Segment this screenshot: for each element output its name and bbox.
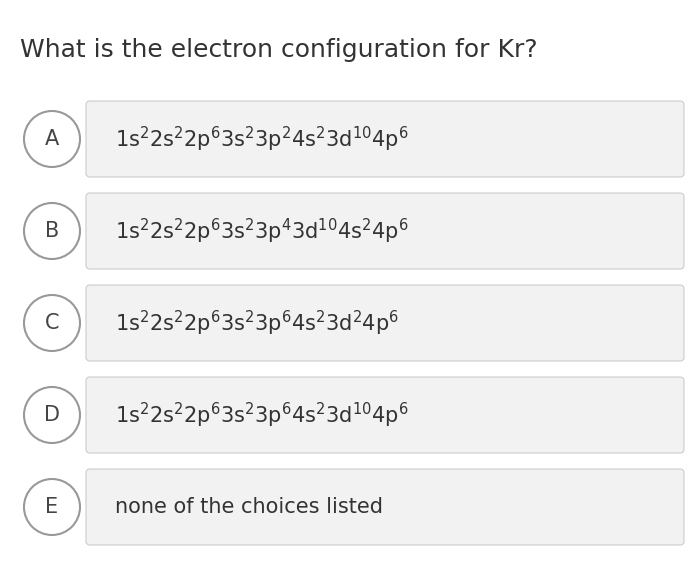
Text: E: E bbox=[46, 497, 59, 517]
Text: What is the electron configuration for Kr?: What is the electron configuration for K… bbox=[20, 38, 538, 62]
Text: $\mathrm{1s}^{2}\mathrm{2s}^{2}\mathrm{2p}^{6}\mathrm{3s}^{2}\mathrm{3p}^{6}\mat: $\mathrm{1s}^{2}\mathrm{2s}^{2}\mathrm{2… bbox=[115, 308, 399, 338]
Text: D: D bbox=[44, 405, 60, 425]
Text: B: B bbox=[45, 221, 59, 241]
FancyBboxPatch shape bbox=[86, 285, 684, 361]
FancyBboxPatch shape bbox=[86, 101, 684, 177]
FancyBboxPatch shape bbox=[86, 469, 684, 545]
Ellipse shape bbox=[24, 295, 80, 351]
Ellipse shape bbox=[24, 479, 80, 535]
Ellipse shape bbox=[24, 111, 80, 167]
Ellipse shape bbox=[24, 387, 80, 443]
Text: C: C bbox=[45, 313, 60, 333]
Text: A: A bbox=[45, 129, 59, 149]
Text: $\mathrm{1s}^{2}\mathrm{2s}^{2}\mathrm{2p}^{6}\mathrm{3s}^{2}\mathrm{3p}^{4}\mat: $\mathrm{1s}^{2}\mathrm{2s}^{2}\mathrm{2… bbox=[115, 216, 408, 246]
Text: $\mathrm{1s}^{2}\mathrm{2s}^{2}\mathrm{2p}^{6}\mathrm{3s}^{2}\mathrm{3p}^{6}\mat: $\mathrm{1s}^{2}\mathrm{2s}^{2}\mathrm{2… bbox=[115, 400, 408, 430]
FancyBboxPatch shape bbox=[86, 377, 684, 453]
Ellipse shape bbox=[24, 203, 80, 259]
Text: $\mathrm{1s}^{2}\mathrm{2s}^{2}\mathrm{2p}^{6}\mathrm{3s}^{2}\mathrm{3p}^{2}\mat: $\mathrm{1s}^{2}\mathrm{2s}^{2}\mathrm{2… bbox=[115, 124, 408, 154]
FancyBboxPatch shape bbox=[86, 193, 684, 269]
Text: none of the choices listed: none of the choices listed bbox=[115, 497, 383, 517]
